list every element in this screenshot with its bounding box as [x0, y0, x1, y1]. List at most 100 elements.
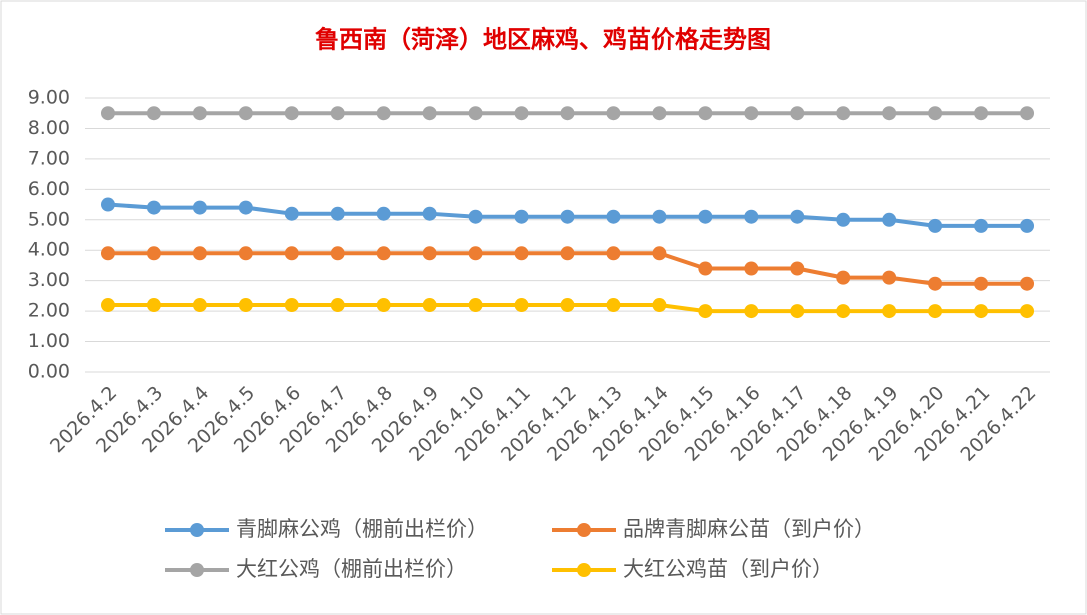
y-tick-label: 9.00: [28, 87, 70, 109]
legend-label: 大红公鸡苗（到户价）: [623, 557, 833, 581]
point: [192, 200, 207, 215]
point: [652, 106, 667, 121]
point: [514, 298, 529, 313]
point: [146, 298, 161, 313]
point: [192, 246, 207, 261]
point: [836, 270, 851, 285]
point: [330, 298, 345, 313]
point: [560, 298, 575, 313]
point: [100, 298, 115, 313]
point: [882, 304, 897, 319]
point: [284, 206, 299, 221]
point: [146, 106, 161, 121]
point: [882, 106, 897, 121]
point: [698, 261, 713, 276]
point: [652, 209, 667, 224]
point: [100, 246, 115, 261]
point: [790, 209, 805, 224]
y-tick-label: 8.00: [28, 117, 70, 139]
point: [928, 106, 943, 121]
point: [560, 106, 575, 121]
point: [192, 106, 207, 121]
point: [468, 246, 483, 261]
point: [836, 106, 851, 121]
legend-label: 青脚麻公鸡（棚前出栏价）: [236, 517, 488, 541]
point: [560, 246, 575, 261]
point: [192, 298, 207, 313]
y-tick-label: 0.00: [28, 361, 70, 383]
point: [422, 246, 437, 261]
point: [284, 298, 299, 313]
point: [606, 209, 621, 224]
point: [698, 304, 713, 319]
point: [882, 212, 897, 227]
point: [744, 261, 759, 276]
point: [468, 209, 483, 224]
legend-marker: [577, 523, 591, 537]
point: [652, 298, 667, 313]
point: [974, 218, 989, 233]
point: [790, 304, 805, 319]
point: [606, 106, 621, 121]
point: [790, 106, 805, 121]
point: [790, 261, 805, 276]
point: [698, 209, 713, 224]
point: [238, 200, 253, 215]
point: [284, 106, 299, 121]
point: [882, 270, 897, 285]
point: [974, 304, 989, 319]
point: [606, 298, 621, 313]
point: [1020, 106, 1035, 121]
point: [146, 200, 161, 215]
point: [928, 304, 943, 319]
point: [422, 298, 437, 313]
point: [238, 298, 253, 313]
y-tick-label: 4.00: [28, 239, 70, 261]
legend-label: 大红公鸡（棚前出栏价）: [236, 557, 467, 581]
point: [376, 206, 391, 221]
y-tick-label: 2.00: [28, 300, 70, 322]
point: [100, 106, 115, 121]
point: [422, 206, 437, 221]
point: [238, 246, 253, 261]
point: [698, 106, 713, 121]
point: [376, 298, 391, 313]
point: [1020, 218, 1035, 233]
point: [836, 304, 851, 319]
legend-label: 品牌青脚麻公苗（到户价）: [623, 517, 875, 541]
legend-marker: [577, 563, 591, 577]
point: [744, 304, 759, 319]
point: [1020, 276, 1035, 291]
point: [330, 106, 345, 121]
y-tick-label: 5.00: [28, 208, 70, 230]
point: [514, 246, 529, 261]
point: [330, 206, 345, 221]
point: [468, 298, 483, 313]
point: [514, 209, 529, 224]
y-tick-label: 6.00: [28, 178, 70, 200]
point: [928, 276, 943, 291]
point: [100, 197, 115, 212]
point: [376, 246, 391, 261]
chart-title: 鲁西南（菏泽）地区麻鸡、鸡苗价格走势图: [315, 25, 771, 54]
point: [514, 106, 529, 121]
point: [744, 106, 759, 121]
legend-marker: [190, 563, 204, 577]
point: [560, 209, 575, 224]
point: [422, 106, 437, 121]
point: [974, 106, 989, 121]
y-tick-label: 7.00: [28, 147, 70, 169]
y-tick-label: 3.00: [28, 269, 70, 291]
legend-marker: [190, 523, 204, 537]
point: [468, 106, 483, 121]
point: [330, 246, 345, 261]
point: [928, 218, 943, 233]
point: [974, 276, 989, 291]
point: [1020, 304, 1035, 319]
point: [238, 106, 253, 121]
point: [836, 212, 851, 227]
point: [606, 246, 621, 261]
point: [652, 246, 667, 261]
